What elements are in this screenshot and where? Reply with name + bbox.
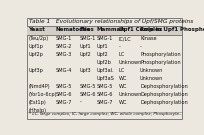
- Text: SMG-1: SMG-1: [80, 36, 96, 41]
- Text: Nematodes: Nematodes: [56, 27, 91, 32]
- Text: Upf1: Upf1: [97, 44, 109, 49]
- Text: Unknown: Unknown: [119, 60, 142, 65]
- Text: WC: WC: [119, 84, 127, 89]
- Text: SMG-4: SMG-4: [56, 68, 72, 73]
- Text: (Teu/2p): (Teu/2p): [28, 36, 48, 41]
- Text: SMG-7: SMG-7: [97, 100, 113, 105]
- Text: Upf1: Upf1: [80, 44, 91, 49]
- Text: (Hhslp): (Hhslp): [28, 108, 46, 113]
- Text: Dephosphorylation: Dephosphorylation: [140, 100, 188, 105]
- Text: Flies: Flies: [80, 27, 94, 32]
- Text: Phosphorylation: Phosphorylation: [140, 60, 181, 65]
- Text: Upf3p: Upf3p: [28, 68, 43, 73]
- Text: LC: LC: [119, 68, 125, 73]
- Text: Unknown: Unknown: [119, 92, 142, 97]
- Text: Upf2: Upf2: [80, 52, 91, 57]
- Text: (Yor1o-6cp): (Yor1o-6cp): [28, 92, 57, 97]
- Text: IC/LC: IC/LC: [119, 36, 131, 41]
- Text: Dephosphorylation: Dephosphorylation: [140, 84, 188, 89]
- Text: Dephosphorylation: Dephosphorylation: [140, 92, 188, 97]
- Text: -: -: [119, 44, 120, 49]
- Text: Kinase: Kinase: [140, 36, 157, 41]
- Text: Upf2b: Upf2b: [97, 60, 112, 65]
- Text: -: -: [140, 44, 142, 49]
- Text: WC: WC: [119, 100, 127, 105]
- Text: SMG-6: SMG-6: [56, 92, 72, 97]
- Text: SMG-3: SMG-3: [56, 52, 72, 57]
- Text: Upf1 Complex: Upf1 Complex: [119, 27, 162, 32]
- Text: Phosphorylation: Phosphorylation: [140, 52, 181, 57]
- Text: Mammals: Mammals: [97, 27, 126, 32]
- Text: Unknown: Unknown: [140, 76, 163, 81]
- Text: (Est1p): (Est1p): [28, 100, 46, 105]
- Text: LC: LC: [119, 52, 125, 57]
- Text: * LC, large complex; IC, large complex; WC, whole complex; Phosphoryla...: * LC, large complex; IC, large complex; …: [29, 112, 182, 117]
- Text: Role in Upf1 Phosphorylb: Role in Upf1 Phosphorylb: [140, 27, 204, 32]
- Text: Upf1p: Upf1p: [28, 44, 43, 49]
- Text: (Nmd4P): (Nmd4P): [28, 84, 50, 89]
- Text: Upf3al.: Upf3al.: [97, 68, 115, 73]
- Text: SMG-1: SMG-1: [97, 36, 113, 41]
- Text: Unknown: Unknown: [140, 68, 163, 73]
- Text: Upf2: Upf2: [97, 52, 109, 57]
- Text: SMG-6: SMG-6: [97, 92, 113, 97]
- Text: Upf3aS: Upf3aS: [97, 76, 115, 81]
- Text: WC: WC: [119, 76, 127, 81]
- Text: Yeast: Yeast: [28, 27, 45, 32]
- Text: SMG-1: SMG-1: [56, 36, 72, 41]
- Text: SMG-7: SMG-7: [56, 100, 72, 105]
- Text: Table 1   Evolutionary relationships of Upf/SMG proteins: Table 1 Evolutionary relationships of Up…: [29, 18, 194, 23]
- Text: Upf3: Upf3: [80, 68, 91, 73]
- Text: -: -: [80, 100, 81, 105]
- Text: SMG-5: SMG-5: [97, 84, 113, 89]
- Text: SMG-5: SMG-5: [80, 84, 96, 89]
- Bar: [27, 26, 182, 36]
- Text: SMG-5: SMG-5: [56, 84, 72, 89]
- Text: SMG-6: SMG-6: [80, 92, 96, 97]
- Text: SMG-2: SMG-2: [56, 44, 72, 49]
- Text: Upf2p: Upf2p: [28, 52, 43, 57]
